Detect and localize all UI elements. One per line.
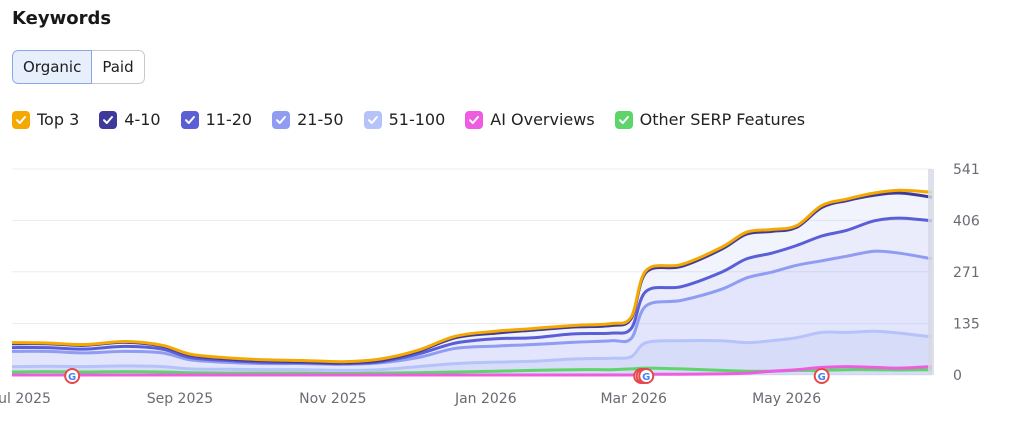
checkbox-checked-icon[interactable]	[614, 110, 633, 129]
legend-item-top-3[interactable]: Top 3	[12, 110, 79, 129]
organic-tab[interactable]: Organic	[12, 50, 93, 84]
x-tick-label: ul 2025	[0, 391, 51, 407]
checkbox-checked-icon[interactable]	[12, 110, 30, 129]
series-line-21-50	[11, 249, 933, 366]
organic-paid-toggle[interactable]: Organic Paid	[12, 50, 145, 84]
svg-text:G: G	[642, 372, 650, 383]
legend-item-other-serp-features[interactable]: Other SERP Features	[614, 110, 806, 129]
legend-item-51-100[interactable]: 51-100	[363, 110, 446, 129]
legend-label: 4-10	[124, 110, 161, 129]
legend-label: 11-20	[205, 110, 253, 129]
checkbox-checked-icon[interactable]	[180, 110, 199, 129]
x-tick-label: Sep 2025	[147, 391, 213, 407]
y-tick-label: 0	[953, 368, 962, 384]
legend-item-ai-overviews[interactable]: AI Overviews	[465, 110, 595, 129]
google-update-marker-icon[interactable]: G	[813, 368, 830, 384]
legend-label: AI Overviews	[490, 110, 595, 129]
legend-label: 51-100	[388, 110, 446, 129]
x-tick-label: Mar 2026	[600, 391, 667, 407]
series-line-top-3	[11, 188, 933, 364]
svg-text:G: G	[68, 372, 76, 383]
x-tick-label: Jan 2026	[454, 391, 517, 407]
google-update-marker-icon[interactable]: G	[64, 368, 81, 384]
series-area-11-20	[12, 218, 932, 375]
paid-tab[interactable]: Paid	[92, 50, 145, 84]
x-tick-label: Nov 2025	[299, 391, 366, 407]
y-tick-label: 541	[953, 162, 980, 178]
legend-item-21-50[interactable]: 21-50	[272, 110, 344, 129]
legend-label: 21-50	[297, 110, 344, 129]
checkbox-checked-icon[interactable]	[99, 110, 118, 129]
svg-text:G: G	[818, 372, 826, 383]
series-line-11-20	[11, 216, 933, 366]
checkbox-checked-icon[interactable]	[363, 110, 382, 129]
chart-legend: Top 3 4-10 11-20 21-50 51-100 AI Overviews Oth…	[12, 110, 825, 129]
series-area-51-100	[12, 331, 932, 375]
page-title: Keywords	[12, 8, 112, 29]
x-tick-label: May 2026	[752, 391, 821, 407]
legend-label: Other SERP Features	[639, 110, 806, 129]
y-tick-label: 271	[953, 265, 980, 281]
series-line-ai-overviews	[12, 365, 933, 377]
checkbox-checked-icon[interactable]	[272, 110, 291, 129]
google-update-marker-icon[interactable]: G	[638, 368, 655, 384]
series-area-top-3	[12, 190, 932, 375]
series-area-4-10	[12, 192, 932, 375]
y-tick-label: 406	[953, 213, 980, 229]
series-line-51-100	[11, 329, 933, 372]
legend-label: Top 3	[37, 110, 80, 129]
checkbox-checked-icon[interactable]	[465, 110, 484, 129]
legend-item-4-10[interactable]: 4-10	[99, 110, 161, 129]
hover-edge-bar	[928, 169, 934, 375]
legend-item-11-20[interactable]: 11-20	[180, 110, 253, 129]
y-tick-label: 135	[953, 317, 980, 333]
series-area-21-50	[12, 251, 932, 375]
keywords-chart: 541 406 271 135 0 ul 2025 Sep 2025 Nov 2025 Jan …	[0, 162, 980, 407]
